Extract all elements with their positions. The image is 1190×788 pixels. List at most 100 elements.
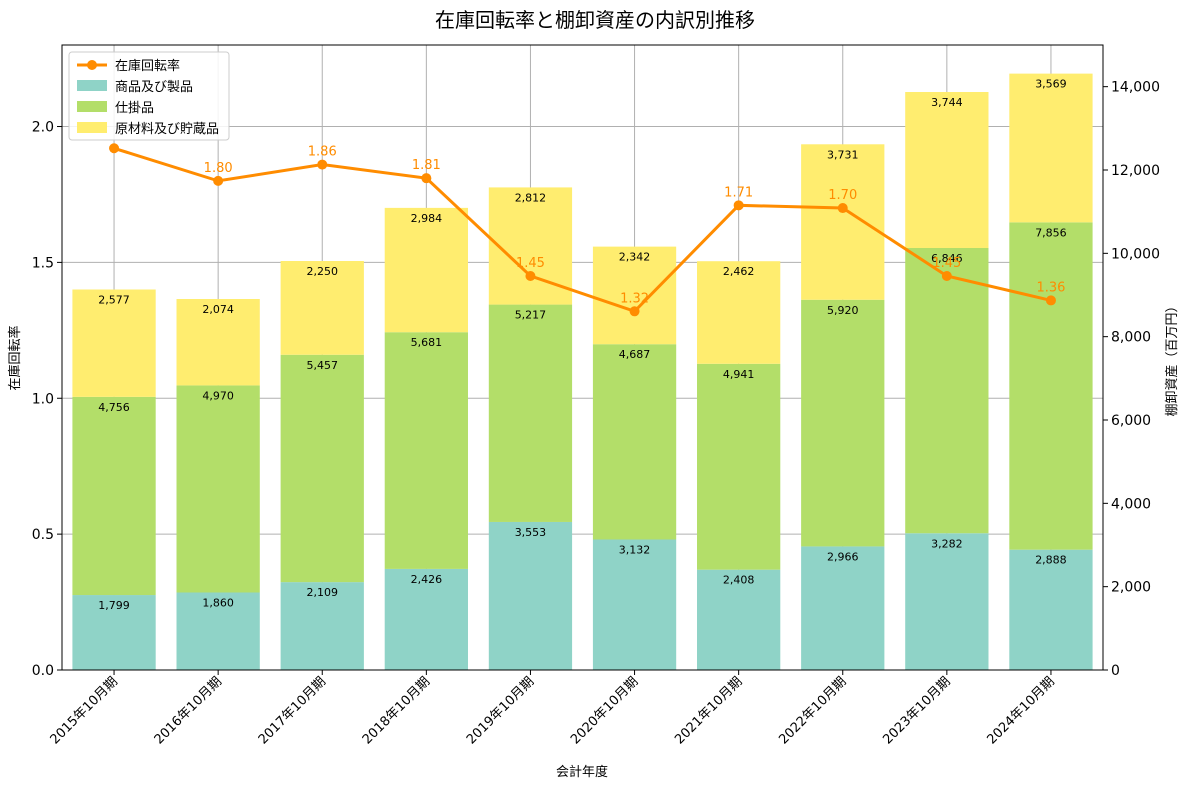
turnover-point bbox=[837, 203, 848, 214]
bar-value-label: 3,744 bbox=[931, 96, 963, 109]
bar-value-label: 5,920 bbox=[827, 304, 859, 317]
left-tick-label: 1.0 bbox=[32, 391, 54, 407]
bar-value-label: 3,569 bbox=[1035, 78, 1067, 91]
bar-segment bbox=[592, 246, 677, 345]
right-axis-label: 棚卸資産（百万円） bbox=[1164, 299, 1180, 416]
bar-value-label: 2,074 bbox=[202, 303, 234, 316]
x-tick-label: 2024年10月期 bbox=[984, 674, 1057, 747]
right-tick-label: 4,000 bbox=[1111, 496, 1151, 512]
bar-segment bbox=[592, 539, 677, 670]
legend-box bbox=[68, 51, 230, 141]
bars bbox=[72, 73, 1093, 670]
x-ticks: 2015年10月期 2016年10月期 2017年10月期 2018年10月期 2019… bbox=[48, 670, 1058, 748]
bar-segment bbox=[697, 569, 781, 670]
bar-value-label: 7,856 bbox=[1035, 226, 1067, 239]
x-tick-label: 2022年10月期 bbox=[776, 674, 849, 747]
right-tick-label: 6,000 bbox=[1111, 413, 1151, 429]
left-axis-label: 在庫回転率 bbox=[7, 325, 23, 390]
bar-segment bbox=[488, 304, 573, 522]
bar-value-label: 1,799 bbox=[98, 599, 130, 612]
x-tick-label: 2019年10月期 bbox=[464, 674, 537, 747]
bar-segment bbox=[697, 261, 781, 364]
bar-value-label: 2,250 bbox=[307, 265, 339, 278]
turnover-value-label: 1.81 bbox=[412, 158, 441, 173]
turnover-point bbox=[213, 175, 224, 186]
bar-segment bbox=[905, 92, 989, 248]
turnover-value-label: 1.86 bbox=[308, 145, 337, 160]
bar-labels: 1,799 1,860 2,109 2,426 3,553 3,132 2,408 2,966… bbox=[98, 78, 1066, 612]
bar-segment bbox=[176, 385, 260, 593]
bar-segment bbox=[384, 207, 468, 333]
turnover-value-label: 1.36 bbox=[1036, 280, 1065, 295]
legend-marker bbox=[87, 60, 97, 70]
bar-segment bbox=[176, 299, 260, 386]
bar-value-label: 5,681 bbox=[411, 336, 443, 349]
bar-segment bbox=[488, 521, 573, 670]
left-tick-label: 0.5 bbox=[32, 527, 54, 543]
left-ticks: 0.0 0.5 1.0 1.5 2.0 bbox=[32, 120, 62, 679]
turnover-point bbox=[317, 159, 328, 170]
bar-value-label: 4,687 bbox=[619, 348, 651, 361]
turnover-point bbox=[1045, 295, 1056, 306]
bar-segment bbox=[905, 533, 989, 670]
turnover-point bbox=[525, 270, 536, 281]
turnover-value-label: 1.45 bbox=[932, 256, 961, 271]
bar-value-label: 2,109 bbox=[307, 586, 339, 599]
x-tick-label: 2017年10月期 bbox=[256, 674, 329, 747]
turnover-line: 1.80 1.86 1.81 1.45 1.32 1.71 1.70 1.45 1.36 bbox=[109, 143, 1065, 317]
bar-segment bbox=[905, 248, 989, 534]
x-tick-label: 2021年10月期 bbox=[672, 674, 745, 747]
legend-label: 仕掛品 bbox=[115, 101, 154, 116]
turnover-value-label: 1.70 bbox=[828, 188, 857, 203]
bar-value-label: 4,941 bbox=[723, 368, 755, 381]
bar-segment bbox=[801, 299, 885, 547]
bar-segment bbox=[801, 546, 885, 670]
x-tick-label: 2023年10月期 bbox=[880, 674, 953, 747]
x-tick-label: 2016年10月期 bbox=[152, 674, 225, 747]
turnover-point bbox=[733, 200, 744, 211]
turnover-value-label: 1.32 bbox=[620, 291, 649, 306]
bar-segment bbox=[280, 582, 364, 670]
turnover-value-label: 1.80 bbox=[204, 161, 233, 176]
turnover-value-label: 1.71 bbox=[724, 185, 753, 200]
legend-label: 原材料及び貯蔵品 bbox=[115, 122, 219, 137]
bar-segment bbox=[280, 261, 364, 355]
turnover-point bbox=[109, 143, 120, 154]
bar-value-label: 5,457 bbox=[307, 359, 339, 372]
right-tick-label: 14,000 bbox=[1111, 80, 1160, 96]
right-tick-label: 12,000 bbox=[1111, 163, 1160, 179]
left-tick-label: 1.5 bbox=[32, 255, 54, 271]
x-tick-label: 2018年10月期 bbox=[360, 674, 433, 747]
legend-swatch bbox=[77, 80, 107, 91]
bar-value-label: 2,812 bbox=[515, 191, 547, 204]
x-tick-label: 2015年10月期 bbox=[48, 674, 121, 747]
bar-value-label: 2,462 bbox=[723, 265, 755, 278]
bar-value-label: 4,970 bbox=[202, 389, 234, 402]
legend-swatch bbox=[77, 122, 107, 133]
chart-title: 在庫回転率と棚卸資産の内訳別推移 bbox=[435, 8, 755, 32]
bar-segment bbox=[280, 354, 364, 583]
bar-value-label: 3,132 bbox=[619, 544, 651, 557]
left-tick-label: 0.0 bbox=[32, 663, 54, 679]
bar-value-label: 4,756 bbox=[98, 401, 130, 414]
x-axis-label: 会計年度 bbox=[556, 764, 608, 780]
bar-segment bbox=[72, 595, 156, 670]
right-tick-label: 2,000 bbox=[1111, 580, 1151, 596]
bar-segment bbox=[72, 289, 156, 397]
left-tick-label: 2.0 bbox=[32, 120, 54, 136]
right-tick-label: 8,000 bbox=[1111, 330, 1151, 346]
bar-value-label: 6,846 bbox=[931, 252, 963, 265]
axes bbox=[61, 44, 1104, 671]
bar-value-label: 2,966 bbox=[827, 550, 859, 563]
bar-segment bbox=[384, 568, 468, 670]
right-ticks: 0 2,000 4,000 6,000 8,000 10,000 12,000 14,000 bbox=[1103, 80, 1160, 679]
bar-value-label: 2,888 bbox=[1035, 554, 1067, 567]
turnover-point bbox=[629, 306, 640, 317]
bar-segment bbox=[1009, 222, 1093, 550]
bar-value-label: 2,342 bbox=[619, 251, 651, 264]
bar-segment bbox=[1009, 549, 1093, 670]
bar-value-label: 2,984 bbox=[411, 212, 443, 225]
turnover-point bbox=[941, 270, 952, 281]
bar-segment bbox=[72, 396, 156, 596]
